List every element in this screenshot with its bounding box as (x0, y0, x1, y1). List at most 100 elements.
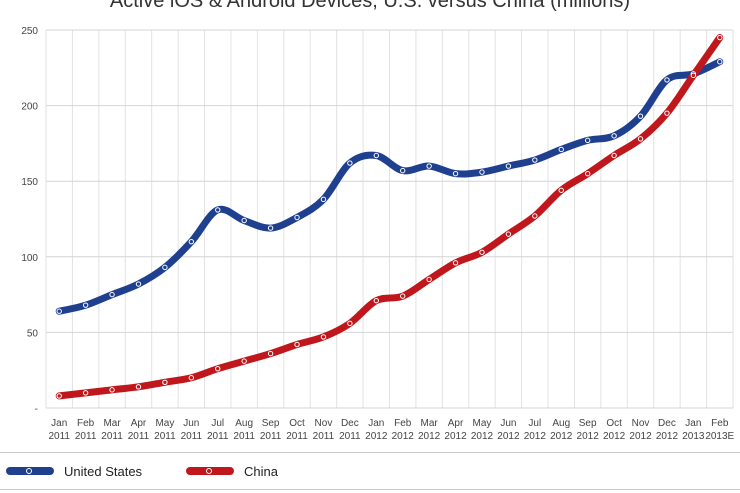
x-tick-label-year: 2011 (128, 431, 150, 442)
data-point-china (611, 152, 617, 159)
x-tick-label-year: 2011 (313, 431, 335, 442)
x-tick-label-month: Mar (103, 418, 121, 429)
x-tick-label-month: Apr (448, 418, 464, 429)
data-point-united-states (162, 264, 168, 271)
data-point-china (452, 260, 459, 266)
data-point-united-states (717, 59, 723, 65)
legend-label: United States (64, 463, 143, 479)
data-point-china (532, 213, 538, 219)
data-point-united-states (400, 167, 406, 174)
y-tick-label: 100 (21, 253, 38, 264)
x-tick-label-year: 2012 (629, 431, 652, 442)
data-point-united-states (426, 163, 432, 169)
legend-item-china: China (186, 456, 278, 486)
x-tick-label-month: Feb (711, 418, 729, 429)
y-tick-label: 250 (21, 26, 38, 37)
x-tick-label-year: 2012 (365, 431, 388, 442)
x-tick-label-year: 2012 (471, 431, 494, 442)
data-point-china (241, 358, 247, 364)
legend: United States China (0, 456, 740, 486)
data-point-united-states (56, 308, 62, 314)
y-tick-label: 150 (21, 177, 38, 188)
data-point-china (109, 387, 115, 393)
x-tick-label-month: Jun (183, 418, 199, 429)
x-tick-label-month: Jan (51, 418, 67, 429)
data-point-china (479, 249, 485, 255)
y-tick-label: - (35, 404, 38, 415)
legend-label: China (244, 463, 278, 479)
x-tick-label-month: Sep (262, 418, 280, 429)
data-point-united-states (109, 291, 115, 298)
data-point-united-states (479, 169, 485, 175)
data-point-china (637, 136, 644, 142)
data-point-china (505, 231, 512, 237)
data-point-united-states (294, 214, 300, 221)
x-tick-label-month: Jan (685, 418, 701, 429)
x-tick-label-month: Jul (211, 418, 224, 429)
x-tick-label-month: Feb (394, 418, 412, 429)
x-tick-label-year: 2011 (233, 431, 255, 442)
x-tick-label-year: 2011 (339, 431, 361, 442)
data-point-united-states (135, 281, 142, 287)
data-point-united-states (215, 207, 221, 213)
data-point-united-states (637, 113, 644, 119)
data-point-china (347, 320, 353, 327)
x-tick-label-year: 2012 (550, 431, 573, 442)
x-tick-label-month: Dec (658, 418, 676, 429)
data-point-united-states (505, 163, 512, 169)
line-chart: - 50 100 150 200 250 Jan 2011 Feb 2011 Mar 2011 Apr… (21, 26, 734, 442)
x-tick-label-month: Jan (368, 418, 384, 429)
data-point-china (294, 341, 300, 348)
x-tick-label-month: Mar (421, 418, 439, 429)
data-point-united-states (452, 170, 459, 177)
data-point-united-states (373, 152, 379, 159)
data-point-united-states (188, 238, 195, 245)
data-point-china (664, 110, 670, 116)
y-tick-label: 50 (27, 328, 39, 339)
data-point-china (162, 379, 168, 385)
x-tick-label-year: 2011 (207, 431, 229, 442)
x-tick-label-month: Aug (552, 418, 570, 429)
x-tick-label-month: Oct (606, 418, 622, 429)
data-point-united-states (320, 196, 327, 203)
x-tick-label-year: 2011 (286, 431, 308, 442)
x-tick-label-month: Jul (528, 418, 541, 429)
data-point-united-states (584, 137, 591, 144)
data-point-united-states (347, 160, 353, 166)
x-tick-label-year: 2011 (48, 431, 70, 442)
x-tick-label-year: 2012 (497, 431, 520, 442)
x-tick-label-month: Sep (579, 418, 597, 429)
x-tick-label-year: 2012 (524, 431, 547, 442)
x-tick-label-year: 2012 (577, 431, 600, 442)
series-points (56, 34, 723, 399)
data-point-united-states (241, 217, 247, 224)
legend-swatch-united-states (6, 467, 54, 475)
x-tick-label-month: Nov (315, 418, 333, 429)
data-point-china (400, 293, 406, 299)
data-point-china (188, 375, 195, 381)
x-tick-label-year: 2011 (75, 431, 97, 442)
x-tick-label-year: 2013E (705, 431, 734, 442)
data-point-china (320, 334, 327, 340)
data-point-china (584, 170, 591, 177)
data-point-china (373, 297, 379, 304)
x-tick-label-month: Feb (77, 418, 95, 429)
data-point-china (135, 384, 142, 390)
data-point-united-states (558, 146, 564, 153)
x-tick-label-month: Nov (632, 418, 650, 429)
chart-title: Active iOS & Android Devices, U.S. versu… (109, 0, 631, 12)
x-tick-label-year: 2012 (418, 431, 441, 442)
x-tick-label-year: 2013 (682, 431, 705, 442)
data-point-china (267, 350, 274, 357)
x-tick-label-year: 2012 (656, 431, 679, 442)
data-point-united-states (267, 225, 274, 231)
x-tick-label-month: May (473, 418, 492, 429)
data-point-china (690, 72, 697, 79)
legend-swatch-china (186, 467, 234, 475)
data-point-united-states (664, 77, 670, 83)
x-tick-label-year: 2012 (603, 431, 626, 442)
y-axis-ticks: - 50 100 150 200 250 (21, 26, 38, 415)
data-point-united-states (532, 157, 538, 163)
x-tick-label-year: 2011 (101, 431, 123, 442)
x-tick-label-month: Oct (289, 418, 305, 429)
